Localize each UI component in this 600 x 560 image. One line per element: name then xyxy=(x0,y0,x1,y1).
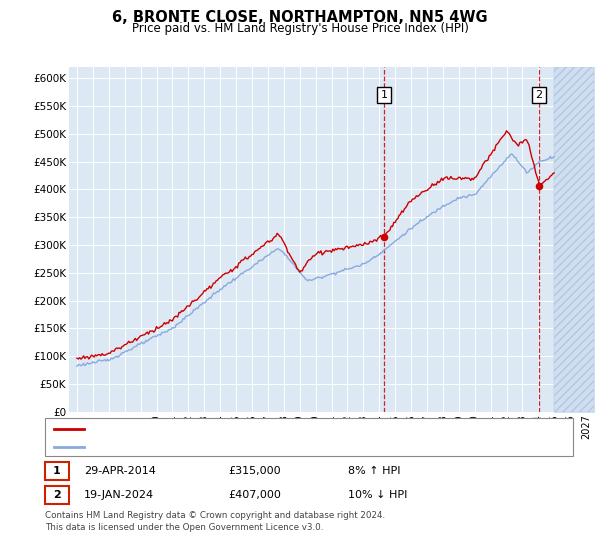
Point xyxy=(379,232,389,241)
Text: 10% ↓ HPI: 10% ↓ HPI xyxy=(348,490,407,500)
Text: 8% ↑ HPI: 8% ↑ HPI xyxy=(348,466,401,476)
Text: £315,000: £315,000 xyxy=(228,466,281,476)
Text: Price paid vs. HM Land Registry's House Price Index (HPI): Price paid vs. HM Land Registry's House … xyxy=(131,22,469,35)
Text: 6, BRONTE CLOSE, NORTHAMPTON, NN5 4WG (detached house): 6, BRONTE CLOSE, NORTHAMPTON, NN5 4WG (d… xyxy=(90,424,423,434)
Text: HPI: Average price, detached house, West Northamptonshire: HPI: Average price, detached house, West… xyxy=(90,442,407,452)
Text: 2: 2 xyxy=(53,490,61,500)
Text: 2: 2 xyxy=(536,90,542,100)
Text: 6, BRONTE CLOSE, NORTHAMPTON, NN5 4WG: 6, BRONTE CLOSE, NORTHAMPTON, NN5 4WG xyxy=(112,10,488,25)
Text: 1: 1 xyxy=(380,90,388,100)
Text: Contains HM Land Registry data © Crown copyright and database right 2024.
This d: Contains HM Land Registry data © Crown c… xyxy=(45,511,385,532)
Text: £407,000: £407,000 xyxy=(228,490,281,500)
Text: 1: 1 xyxy=(53,466,61,476)
Point xyxy=(535,181,544,190)
Text: 19-JAN-2024: 19-JAN-2024 xyxy=(84,490,154,500)
Text: 29-APR-2014: 29-APR-2014 xyxy=(84,466,156,476)
